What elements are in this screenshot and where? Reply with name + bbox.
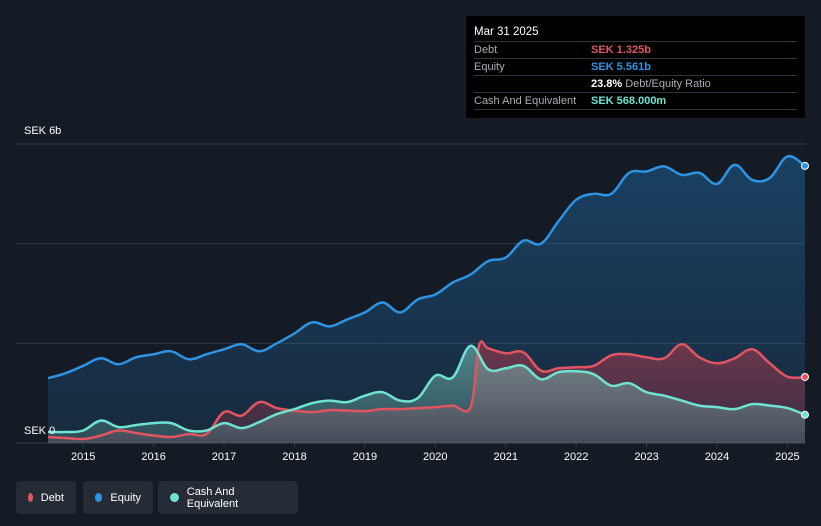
tooltip-debt-value: SEK 1.325b [591, 44, 651, 56]
tooltip-date: Mar 31 2025 [474, 26, 539, 38]
tooltip-ratio-label: Debt/Equity Ratio [625, 78, 711, 90]
legend-debt[interactable]: Debt [16, 481, 76, 514]
tooltip-cash-value: SEK 568.000m [591, 95, 667, 107]
debt-legend-dot-icon [28, 493, 33, 502]
x-tick-label-2018: 2018 [282, 451, 306, 463]
debt-end-marker [801, 372, 809, 381]
cash-legend-dot-icon [170, 493, 179, 502]
legend-equity[interactable]: Equity [83, 481, 153, 514]
equity-line [47, 154, 806, 380]
x-tick-label-2019: 2019 [353, 451, 377, 463]
x-tick-label-2017: 2017 [212, 451, 236, 463]
x-axis-ticks: 2015 2016 2017 2018 2019 2020 2021 2022 2023 2024… [71, 443, 800, 463]
x-tick-label-2023: 2023 [634, 451, 658, 463]
x-tick-label-2016: 2016 [141, 451, 165, 463]
chart-tooltip: Mar 31 2025 Debt SEK 1.325b Equity SEK 5… [466, 16, 805, 118]
tooltip-cash-row: Cash And Equivalent SEK 568.000m [474, 92, 797, 110]
x-tick-label-2020: 2020 [423, 451, 447, 463]
legend-cash-label: Cash And Equivalent [186, 485, 239, 510]
legend-equity-label: Equity [110, 491, 141, 504]
tooltip-cash-label: Cash And Equivalent [474, 95, 577, 107]
debt-line [47, 340, 806, 441]
tooltip-equity-row: Equity SEK 5.561b [474, 58, 797, 75]
x-tick-label-2022: 2022 [564, 451, 588, 463]
y-axis-bottom-label: SEK 0 [24, 425, 56, 437]
tooltip-ratio-value: 23.8% [591, 78, 623, 90]
equity-end-marker [801, 161, 809, 170]
series-lines [47, 154, 806, 441]
y-axis-top-label: SEK 6b [24, 125, 62, 137]
tooltip-equity-value: SEK 5.561b [591, 61, 651, 73]
tooltip-debt-row: Debt SEK 1.325b [474, 41, 797, 58]
x-tick-label-2015: 2015 [71, 451, 95, 463]
x-tick-label-2025: 2025 [775, 451, 799, 463]
area-fills [48, 156, 805, 443]
cash-line [47, 344, 806, 434]
cash-area [48, 345, 805, 443]
x-tick-label-2024: 2024 [705, 451, 729, 463]
tooltip-ratio-row: 23.8% Debt/Equity Ratio [474, 75, 797, 92]
cash-end-marker [801, 410, 809, 419]
tooltip-equity-label: Equity [474, 61, 505, 73]
tooltip-debt-label: Debt [474, 44, 498, 56]
legend-debt-label: Debt [40, 491, 64, 504]
end-markers [801, 161, 809, 419]
x-tick-label-2021: 2021 [493, 451, 517, 463]
legend-cash[interactable]: Cash And Equivalent [158, 481, 298, 514]
equity-legend-dot-icon [95, 493, 103, 502]
